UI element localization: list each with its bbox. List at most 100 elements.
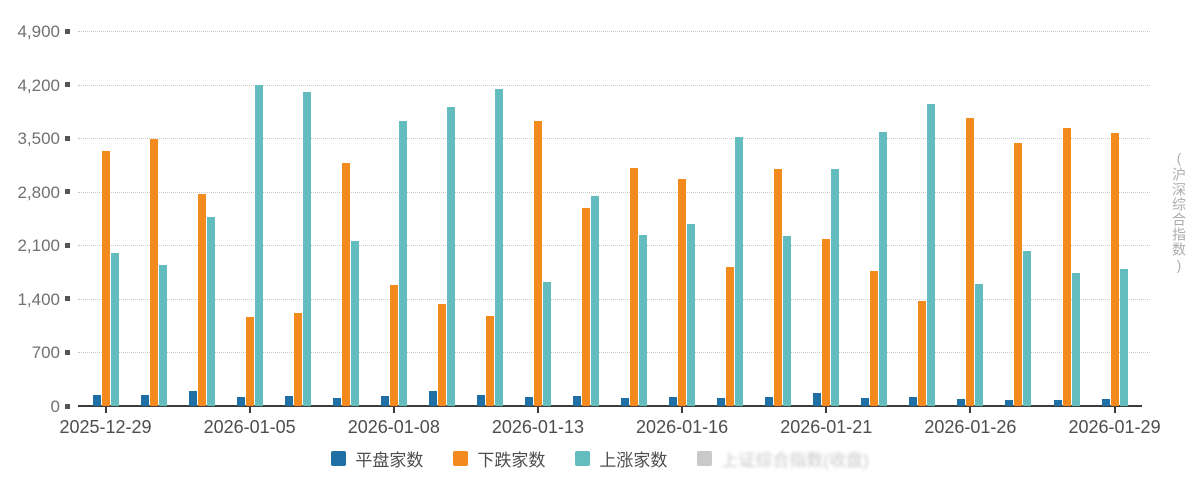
x-axis-tick (969, 407, 972, 413)
y-axis-tick (65, 82, 70, 88)
bar-平盘家数-2026-01-16 (669, 397, 678, 406)
bar-平盘家数-2026-01-09 (428, 391, 437, 406)
x-axis-label: 2026-01-21 (780, 417, 873, 437)
y-gridline (78, 191, 1150, 193)
legend-item-上涨家数[interactable]: 上涨家数 (575, 446, 667, 471)
bar-上涨家数-2026-01-06 (302, 92, 311, 406)
bar-上涨家数-2026-01-21 (831, 169, 840, 406)
y-axis-tick (65, 349, 70, 355)
x-axis-tick (104, 407, 107, 413)
bar-平盘家数-2026-01-12 (476, 395, 485, 406)
bar-上涨家数-2026-01-19 (735, 137, 744, 406)
bar-下跌家数-2025-12-29 (101, 151, 110, 406)
bar-平盘家数-2026-01-26 (957, 399, 966, 406)
bar-上涨家数-2026-01-28 (1071, 273, 1080, 406)
bar-下跌家数-2026-01-16 (678, 179, 687, 406)
bar-平盘家数-2026-01-28 (1053, 400, 1062, 406)
bar-下跌家数-2026-01-27 (1014, 143, 1023, 406)
bar-下跌家数-2025-12-30 (149, 139, 158, 406)
bar-平盘家数-2026-01-13 (524, 397, 533, 406)
bar-上涨家数-2026-01-20 (783, 236, 792, 406)
legend-swatch-icon (331, 451, 347, 466)
bar-平盘家数-2026-01-21 (813, 393, 822, 406)
bar-下跌家数-2026-01-20 (774, 169, 783, 406)
y-axis-label: 4,900 (17, 22, 60, 41)
x-axis-tick (681, 407, 684, 413)
bar-上涨家数-2026-01-13 (542, 282, 551, 406)
y-gridline (78, 84, 1150, 86)
y-axis-tick (65, 28, 70, 34)
x-axis-tick (392, 407, 395, 413)
bar-下跌家数-2026-01-29 (1110, 133, 1119, 406)
legend-item-下跌家数[interactable]: 下跌家数 (453, 446, 545, 471)
legend-label: 上证综合指数(收盘) (721, 451, 869, 470)
x-axis-line (78, 405, 1142, 407)
bar-下跌家数-2025-12-31 (197, 194, 206, 406)
legend-item-上证综合指数(收盘)[interactable]: 上证综合指数(收盘) (697, 446, 869, 471)
bar-下跌家数-2026-01-09 (437, 304, 446, 406)
y-axis-tick (65, 403, 70, 409)
y-axis-label: 3,500 (17, 129, 60, 149)
bar-上涨家数-2025-12-30 (158, 265, 167, 406)
x-axis-tick (536, 407, 539, 413)
bar-下跌家数-2026-01-13 (533, 121, 542, 406)
legend-swatch-icon (575, 451, 591, 466)
bar-平盘家数-2026-01-15 (621, 398, 630, 406)
y-gridline (78, 31, 1150, 32)
bar-下跌家数-2026-01-21 (822, 239, 831, 406)
bar-下跌家数-2026-01-28 (1062, 128, 1071, 406)
bar-下跌家数-2026-01-19 (726, 267, 735, 406)
y-gridline (78, 138, 1150, 140)
bar-平盘家数-2026-01-22 (861, 398, 870, 406)
y-axis-tick (65, 189, 70, 195)
bar-上涨家数-2026-01-05 (254, 85, 263, 406)
bar-上涨家数-2025-12-29 (110, 253, 119, 406)
bar-下跌家数-2026-01-14 (582, 208, 590, 406)
legend-label: 上涨家数 (599, 451, 668, 470)
legend-label: 下跌家数 (477, 451, 546, 470)
y-gridline (78, 298, 1150, 300)
bar-下跌家数-2026-01-05 (245, 317, 254, 406)
bar-上涨家数-2025-12-31 (206, 217, 215, 406)
legend-item-平盘家数[interactable]: 平盘家数 (331, 446, 423, 471)
bar-下跌家数-2026-01-07 (341, 163, 350, 406)
bar-上涨家数-2026-01-15 (639, 235, 648, 406)
x-axis-tick (248, 407, 251, 413)
bar-下跌家数-2026-01-06 (293, 313, 302, 406)
y-axis-label: 1,400 (17, 289, 60, 309)
y-gridline (78, 352, 1150, 354)
y-axis-label: 2,100 (17, 236, 60, 256)
bar-平盘家数-2026-01-08 (380, 396, 389, 406)
bar-下跌家数-2026-01-22 (870, 271, 879, 406)
bar-上涨家数-2026-01-22 (879, 132, 888, 406)
right-axis-title: (沪深综合指数) (1171, 150, 1187, 274)
chart-legend: 平盘家数 下跌家数 上涨家数 上证综合指数(收盘) (0, 446, 1200, 471)
bar-下跌家数-2026-01-15 (630, 168, 639, 406)
bar-平盘家数-2026-01-07 (332, 398, 341, 406)
y-axis-label: 2,800 (17, 182, 60, 202)
y-axis-tick (65, 242, 70, 248)
legend-label: 平盘家数 (355, 451, 424, 470)
bar-平盘家数-2025-12-29 (92, 395, 101, 406)
bar-上涨家数-2026-01-29 (1119, 269, 1128, 406)
bar-上涨家数-2026-01-27 (1023, 251, 1032, 406)
y-gridline (78, 245, 1150, 247)
bar-平盘家数-2026-01-20 (765, 397, 774, 406)
bar-上涨家数-2026-01-16 (687, 224, 696, 406)
bar-下跌家数-2026-01-12 (485, 316, 494, 406)
x-axis-tick (1113, 407, 1116, 413)
bar-平盘家数-2026-01-19 (717, 398, 726, 406)
bar-平盘家数-2026-01-27 (1005, 400, 1014, 406)
y-axis-label: 700 (31, 343, 60, 363)
bar-平盘家数-2025-12-31 (188, 391, 197, 406)
y-axis-label: 0 (50, 397, 60, 416)
bar-平盘家数-2026-01-06 (284, 396, 293, 406)
bar-下跌家数-2026-01-08 (389, 285, 398, 406)
legend-swatch-icon (453, 451, 469, 466)
bar-上涨家数-2026-01-14 (591, 196, 599, 406)
bar-上涨家数-2026-01-23 (927, 104, 936, 406)
x-axis-label: 2026-01-16 (636, 417, 729, 437)
x-axis-label: 2026-01-13 (491, 417, 584, 437)
bar-上涨家数-2026-01-09 (446, 107, 455, 406)
